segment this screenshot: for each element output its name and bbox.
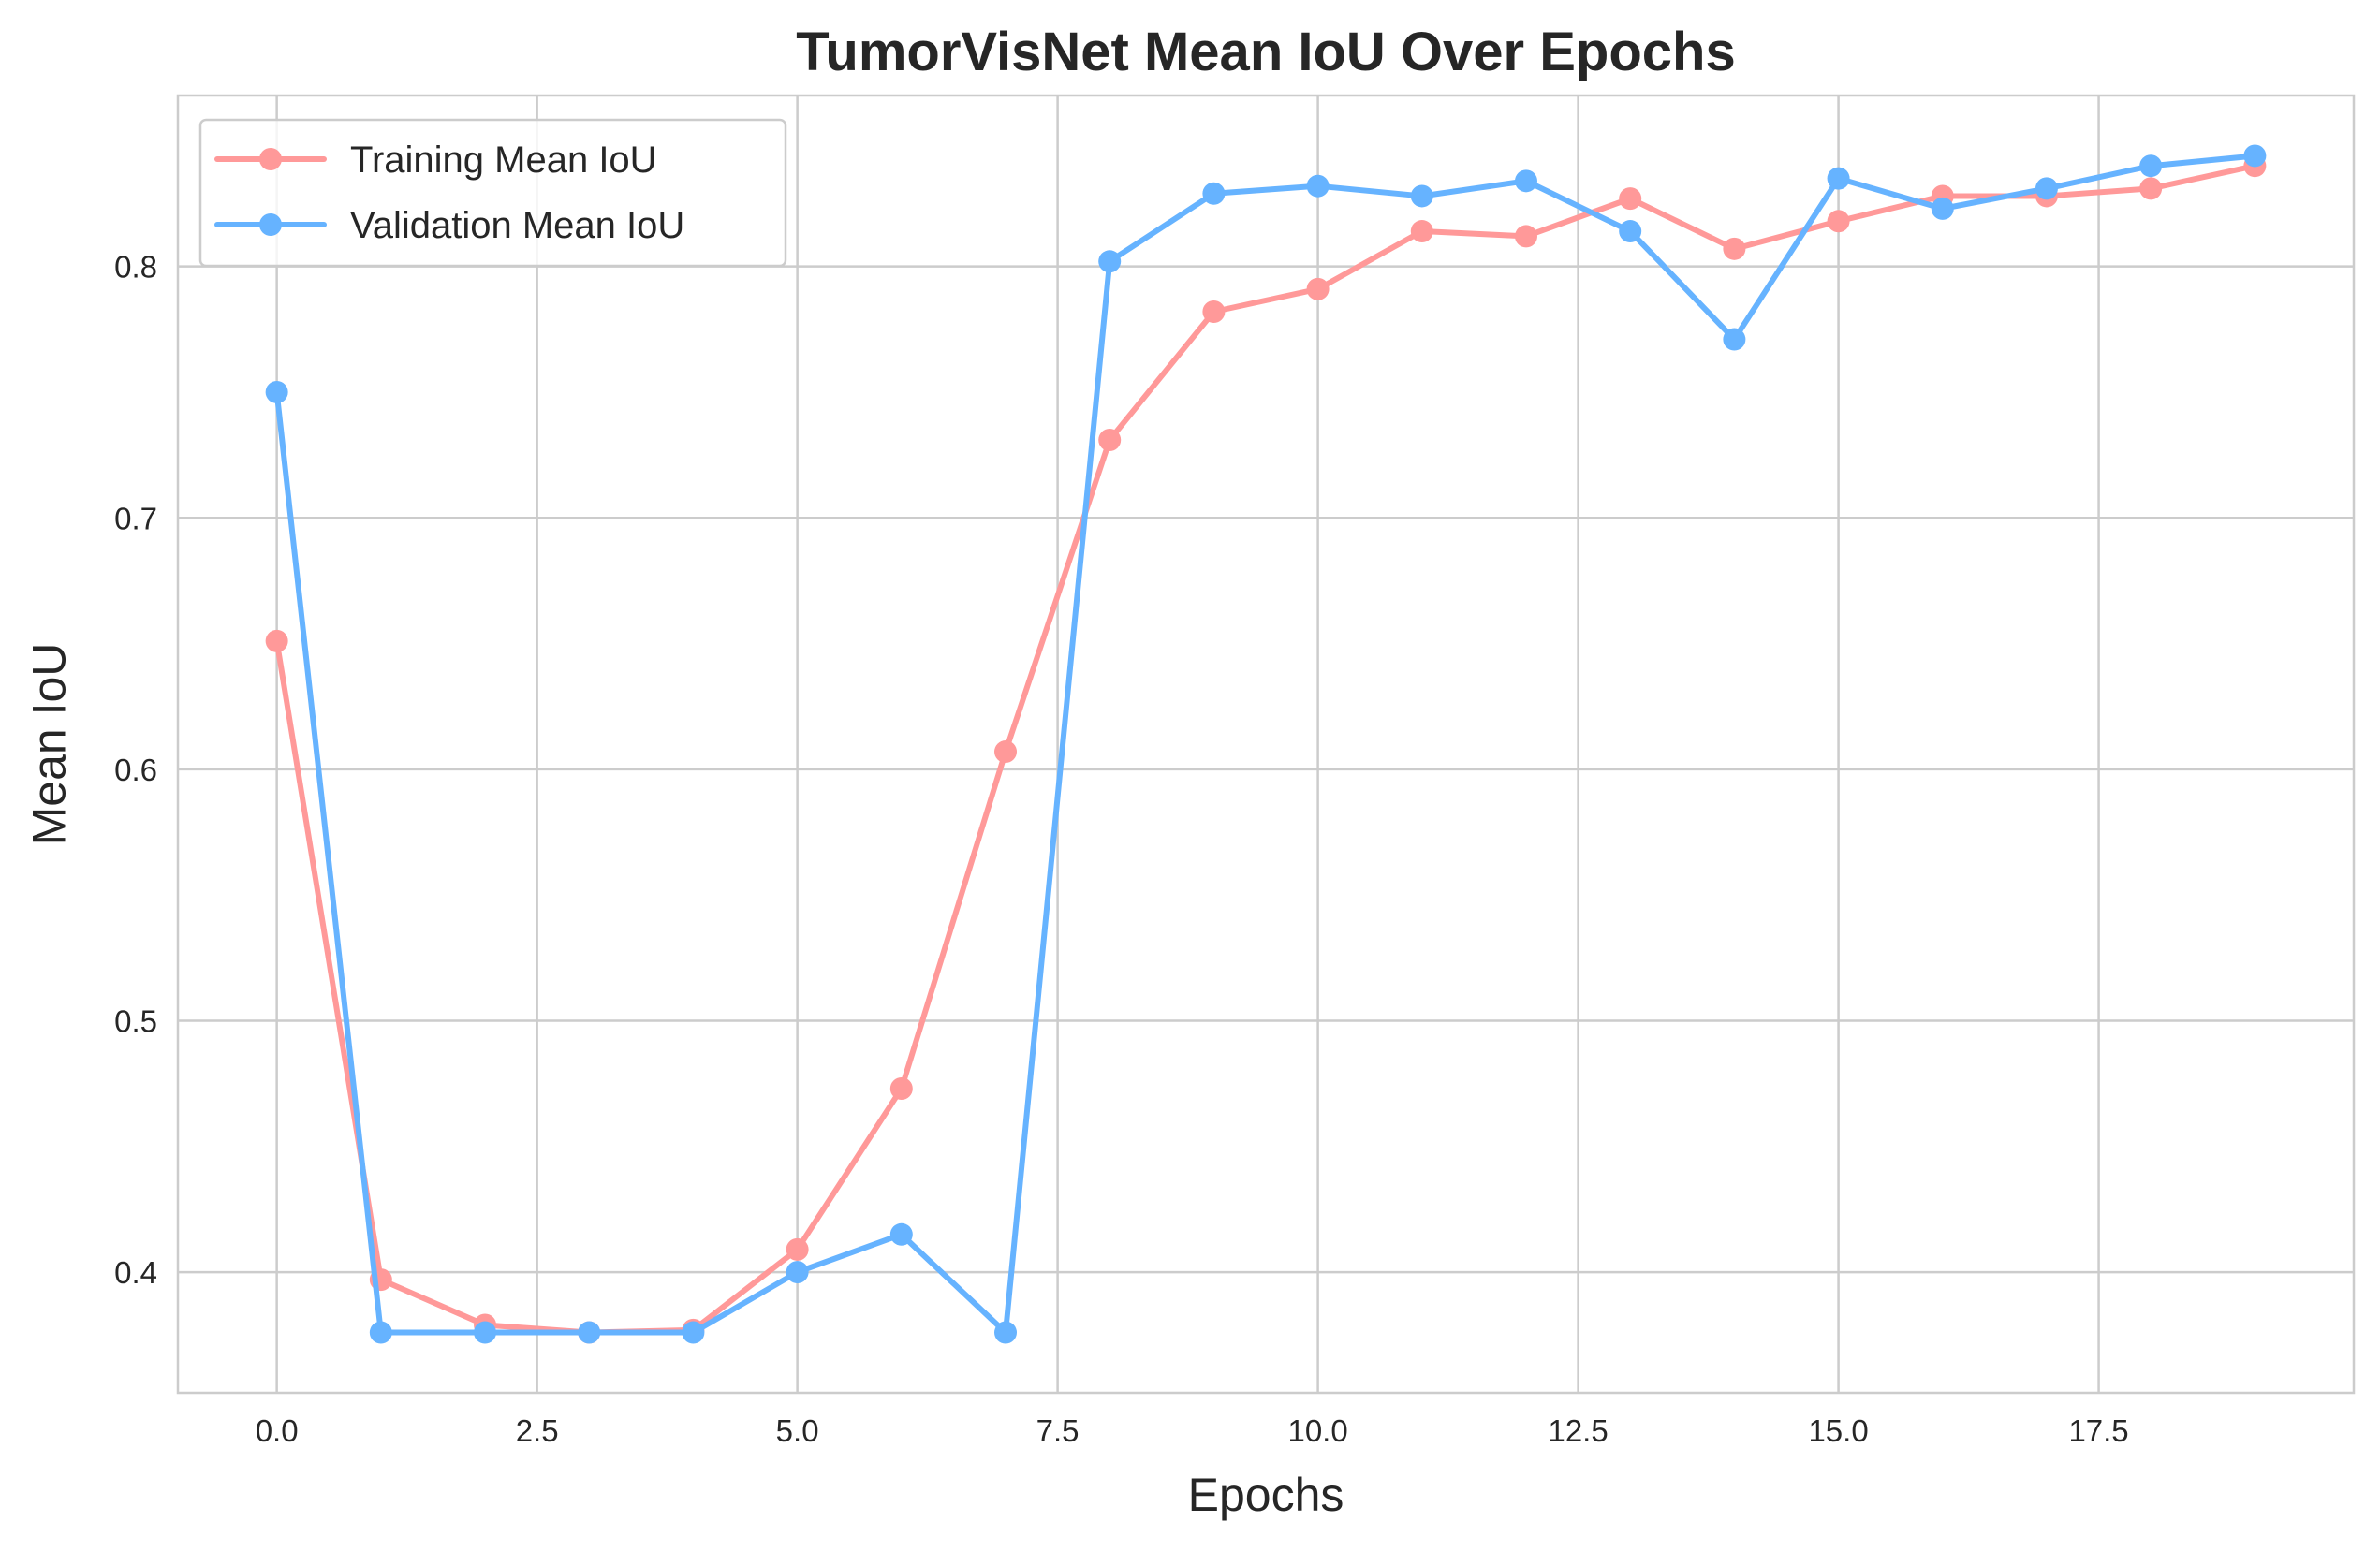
legend-box [198, 118, 787, 268]
x-axis-label: Epochs [1188, 1469, 1344, 1521]
legend: Training Mean IoU Validation Mean IoU [198, 118, 787, 268]
y-tick-label: 0.8 [114, 250, 157, 285]
legend-swatch-marker [259, 148, 282, 170]
data-point [1306, 277, 1330, 300]
data-point [1202, 300, 1226, 323]
data-point [2139, 154, 2163, 178]
legend-item: Training Mean IoU [214, 139, 657, 181]
data-point [1931, 197, 1954, 220]
data-point [1619, 187, 1642, 211]
data-point [578, 1321, 601, 1344]
y-tick-label: 0.4 [114, 1255, 157, 1290]
legend-label: Training Mean IoU [350, 139, 657, 181]
data-point [1514, 225, 1537, 248]
y-tick-label: 0.6 [114, 753, 157, 787]
data-point [1723, 328, 1746, 351]
legend-item: Validation Mean IoU [214, 205, 684, 246]
data-point [2243, 144, 2267, 168]
y-tick-label: 0.7 [114, 501, 157, 535]
legend-label: Validation Mean IoU [350, 205, 684, 246]
tick-labels: 0.0 2.5 5.0 7.5 10.0 12.5 15.0 17.5 0.4 0.5 0.6 0.7… [114, 250, 2129, 1448]
data-point [1410, 184, 1433, 208]
chart-title: TumorVisNet Mean IoU Over Epochs [796, 22, 1735, 82]
data-point [682, 1321, 705, 1344]
data-point [994, 740, 1018, 764]
series-validation [265, 144, 2267, 1344]
y-tick-label: 0.5 [114, 1003, 157, 1038]
data-point [2139, 177, 2163, 200]
data-point [1202, 182, 1226, 205]
data-point [1410, 220, 1433, 243]
plot-frame [176, 94, 2356, 1395]
x-tick-label: 2.5 [516, 1413, 559, 1448]
data-point [1827, 210, 1850, 233]
data-point [1098, 428, 1122, 451]
x-tick-label: 7.5 [1036, 1413, 1080, 1448]
data-point [1098, 250, 1122, 273]
plot-series [265, 144, 2267, 1344]
data-point [474, 1321, 497, 1344]
data-point [1514, 169, 1537, 193]
x-tick-label: 15.0 [1808, 1413, 1868, 1448]
data-point [369, 1321, 392, 1344]
data-point [1306, 174, 1330, 198]
data-point [889, 1076, 913, 1100]
legend-items: Training Mean IoU Validation Mean IoU [214, 139, 684, 246]
data-point [265, 629, 288, 652]
x-tick-label: 10.0 [1287, 1413, 1347, 1448]
data-point [786, 1237, 809, 1261]
x-tick-label: 5.0 [776, 1413, 819, 1448]
data-point [994, 1321, 1018, 1344]
data-point [2035, 177, 2058, 200]
data-point [786, 1261, 809, 1284]
data-point [1827, 167, 1850, 190]
series-line [273, 153, 2258, 1336]
data-point [1619, 220, 1642, 243]
data-point [1723, 237, 1746, 260]
y-axis-label: Mean IoU [23, 643, 76, 846]
legend-swatch-marker [259, 213, 282, 236]
x-tick-label: 12.5 [1548, 1413, 1608, 1448]
data-point [889, 1222, 913, 1246]
x-tick-label: 17.5 [2068, 1413, 2128, 1448]
grid [178, 95, 2354, 1393]
x-tick-label: 0.0 [256, 1413, 299, 1448]
data-point [265, 380, 288, 403]
